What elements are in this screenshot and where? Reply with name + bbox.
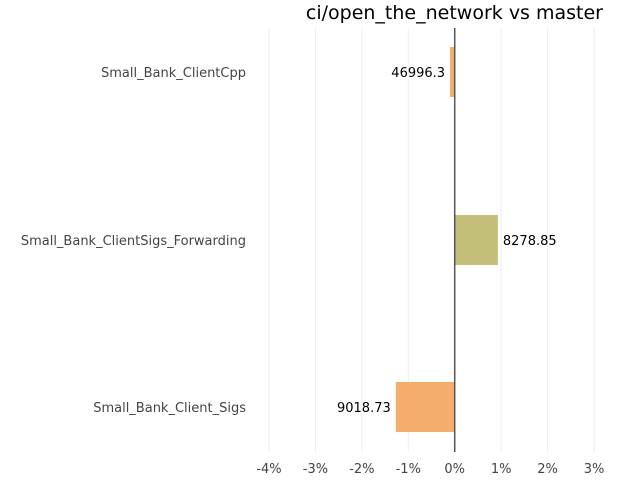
data-label: 9018.73 — [337, 401, 391, 416]
chart-title: ci/open_the_network vs master — [306, 2, 603, 24]
category-label: Small_Bank_ClientCpp — [101, 66, 246, 81]
x-tick-label: 0% — [444, 462, 465, 477]
bar — [395, 382, 455, 432]
data-label: 8278.85 — [503, 234, 557, 249]
bar — [454, 215, 498, 265]
x-tick-label: 3% — [584, 462, 605, 477]
category-labels: Small_Bank_ClientCpp Small_Bank_ClientSig… — [21, 66, 246, 416]
x-tick-label: 1% — [491, 462, 512, 477]
bars — [395, 47, 498, 432]
data-label: 46996.3 — [391, 66, 445, 81]
category-label: Small_Bank_ClientSigs_Forwarding — [21, 234, 246, 249]
x-tick-labels: -4% -3% -2% -1% 0% 1% 2% 3% — [256, 462, 604, 477]
x-tick-label: -1% — [396, 462, 421, 477]
x-tick-label: -2% — [349, 462, 374, 477]
x-tick-label: -3% — [303, 462, 328, 477]
category-label: Small_Bank_Client_Sigs — [93, 401, 246, 416]
grid-lines — [268, 28, 595, 452]
data-labels: 46996.3 8278.85 9018.73 — [337, 66, 557, 416]
bar — [450, 47, 455, 97]
x-tick-label: 2% — [537, 462, 558, 477]
x-tick-label: -4% — [256, 462, 281, 477]
